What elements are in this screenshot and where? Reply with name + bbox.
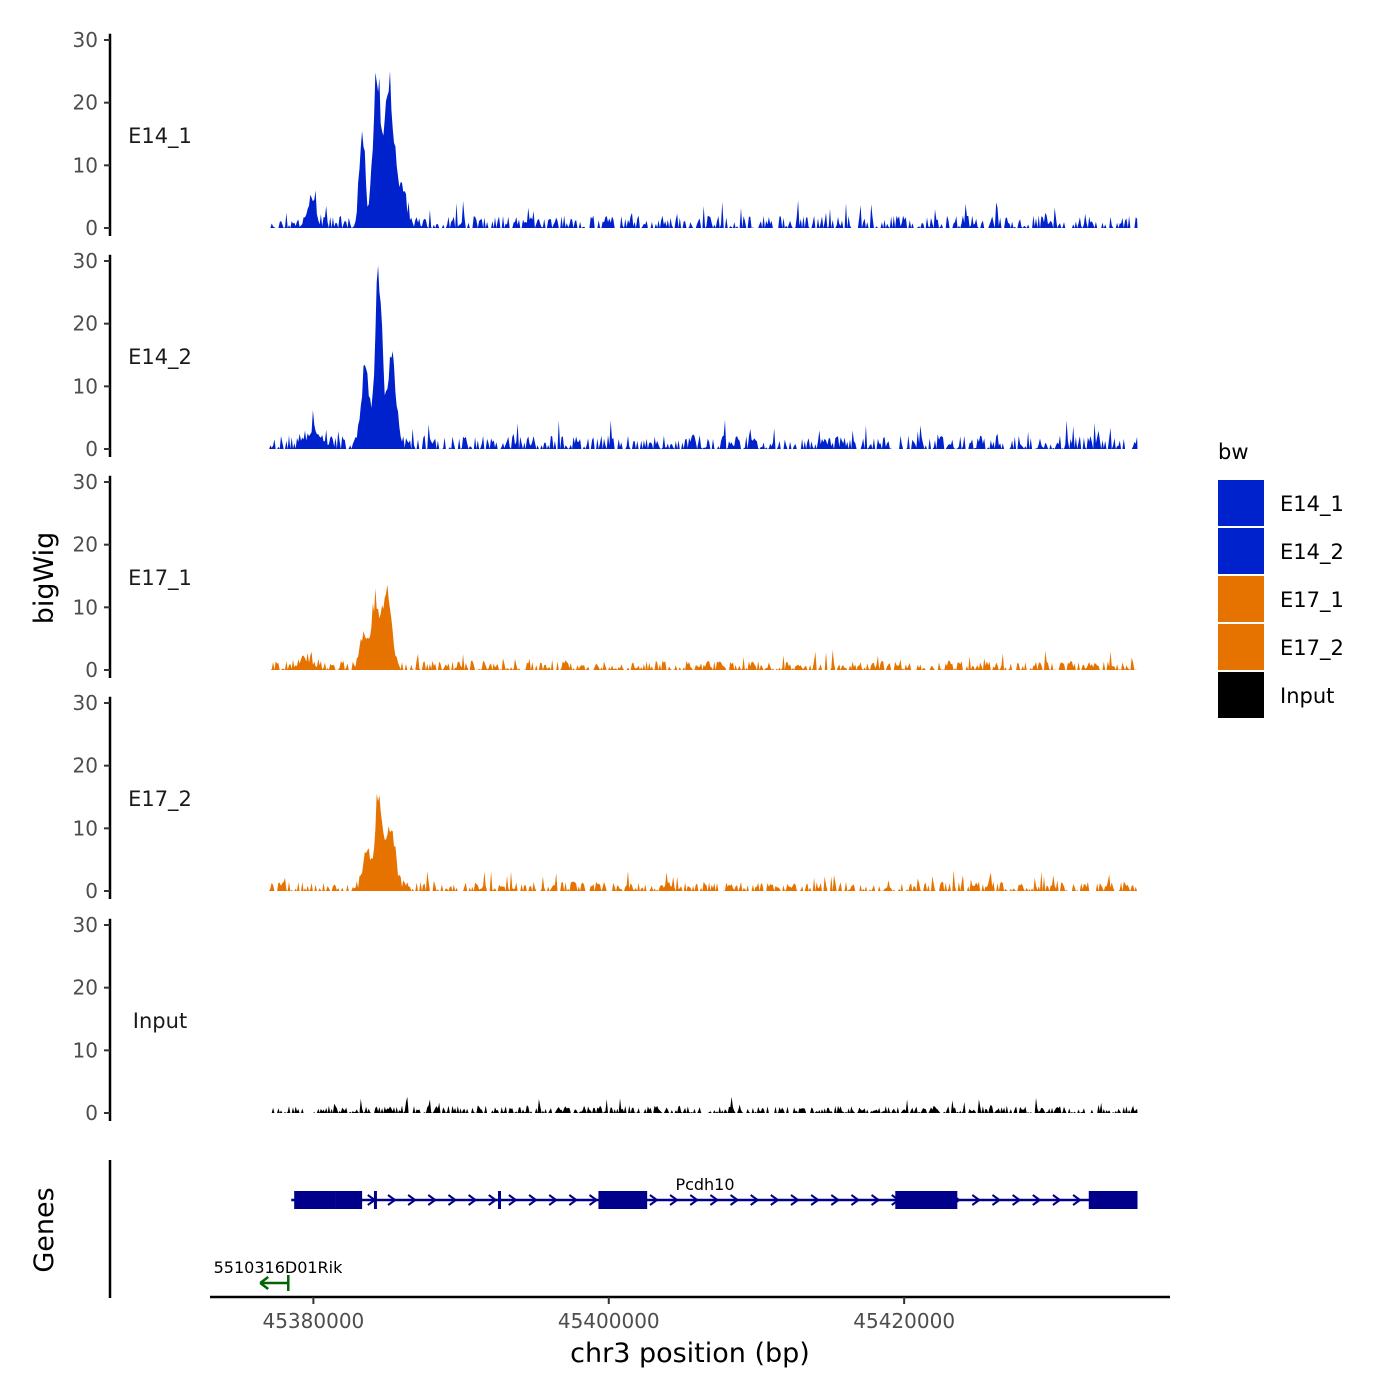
x-tick-label: 45380000 [262, 1309, 364, 1333]
gene-exon [1088, 1191, 1138, 1209]
signal-tracks: 0 10 20 30 E14_1 0 10 20 30 E14_2 0 10 20 30 E17_1 0 10 2… [73, 28, 1138, 1125]
legend-label: E17_1 [1280, 588, 1344, 613]
strand-arrow [971, 1194, 982, 1206]
y-tick-label: 0 [85, 1101, 98, 1125]
strand-arrow [1032, 1194, 1042, 1206]
strand-arrow [1012, 1194, 1022, 1206]
track-label: E17_2 [128, 787, 192, 812]
track-E17_2: 0 10 20 30 E17_2 [73, 691, 1138, 903]
track-label: E14_2 [128, 345, 192, 370]
y-tick-label: 30 [73, 28, 98, 52]
signal-area-Input [269, 1096, 1138, 1113]
y-tick-label: 20 [73, 976, 98, 1000]
legend-label: Input [1280, 684, 1334, 708]
y-tick-label: 10 [73, 374, 98, 398]
gene-annotation-panel: Pcdh10 5510316D01Rik [108, 1160, 1138, 1298]
y-tick-label: 10 [73, 153, 98, 177]
strand-arrow [709, 1194, 720, 1206]
y-axis-title: bigWig [29, 532, 60, 625]
strand-arrow [729, 1194, 740, 1206]
y-tick-label: 10 [73, 595, 98, 619]
legend-label: E14_1 [1280, 492, 1344, 517]
y-tick-label: 10 [73, 1038, 98, 1062]
legend-label: E14_2 [1280, 540, 1344, 565]
gene-5510316D01Rik: 5510316D01Rik [214, 1258, 344, 1291]
y-tick-label: 0 [85, 658, 98, 682]
y-tick-label: 20 [73, 533, 98, 557]
strand-arrow [387, 1194, 397, 1206]
track-label: E17_1 [128, 566, 192, 591]
y-tick-label: 10 [73, 816, 98, 840]
strand-arrow [689, 1194, 699, 1206]
strand-arrow [770, 1194, 780, 1206]
signal-area-E14_2 [269, 265, 1138, 449]
gene-label: Pcdh10 [675, 1175, 734, 1194]
strand-arrow [810, 1194, 820, 1206]
gene-exon [335, 1191, 363, 1209]
gene-exon [598, 1191, 648, 1209]
x-tick-label: 45420000 [853, 1309, 955, 1333]
legend-swatch-Input [1218, 672, 1264, 718]
gene-exon [373, 1191, 377, 1209]
legend-swatch-E14_2 [1218, 528, 1264, 574]
strand-arrow [447, 1194, 458, 1206]
gene-exon [294, 1191, 336, 1209]
strand-arrow [488, 1194, 498, 1206]
signal-area-E17_1 [269, 584, 1138, 670]
strand-arrow [850, 1194, 861, 1206]
x-axis-title: chr3 position (bp) [570, 1338, 810, 1369]
strand-arrow [1072, 1194, 1082, 1206]
gene-exon [498, 1191, 501, 1209]
y-tick-label: 20 [73, 91, 98, 115]
y-tick-label: 30 [73, 249, 98, 273]
strand-arrow [508, 1194, 518, 1206]
strand-arrow [427, 1194, 437, 1206]
strand-arrow [991, 1194, 1002, 1206]
y-tick-label: 0 [85, 437, 98, 461]
y-tick-label: 30 [73, 913, 98, 937]
legend-swatch-E14_1 [1218, 480, 1264, 526]
y-tick-label: 30 [73, 691, 98, 715]
y-tick-label: 20 [73, 312, 98, 336]
strand-arrow [407, 1194, 417, 1206]
gene-label: 5510316D01Rik [214, 1258, 344, 1277]
track-Input: 0 10 20 30 Input [73, 913, 1138, 1125]
strand-arrow [870, 1194, 881, 1206]
track-label: E14_1 [128, 124, 192, 149]
y-tick-label: 20 [73, 754, 98, 778]
track-E14_2: 0 10 20 30 E14_2 [73, 249, 1138, 461]
signal-area-E14_1 [269, 70, 1138, 229]
strand-arrow [588, 1194, 599, 1206]
legend-label: E17_2 [1280, 636, 1344, 661]
gene-exon [895, 1191, 958, 1209]
strand-arrow [649, 1194, 659, 1206]
gene-start-arrow [259, 1276, 269, 1290]
legend-title: bw [1218, 440, 1249, 464]
x-axis: 45380000 45400000 45420000 [210, 1295, 1170, 1333]
strand-arrow [790, 1194, 800, 1206]
gene-Pcdh10: Pcdh10 [291, 1175, 1138, 1209]
track-E14_1: 0 10 20 30 E14_1 [73, 28, 1138, 240]
strand-arrow [568, 1194, 579, 1206]
strand-arrow [528, 1194, 538, 1206]
track-E17_1: 0 10 20 30 E17_1 [73, 470, 1138, 682]
track-label: Input [133, 1009, 187, 1033]
signal-area-E17_2 [269, 793, 1138, 891]
strand-arrow [548, 1194, 558, 1206]
legend: bw E14_1 E14_2 E17_1 E17_2 Input [1218, 440, 1344, 718]
y-tick-label: 0 [85, 216, 98, 240]
y-tick-label: 0 [85, 879, 98, 903]
legend-swatch-E17_1 [1218, 576, 1264, 622]
y-tick-label: 30 [73, 470, 98, 494]
x-tick-label: 45400000 [558, 1309, 660, 1333]
legend-swatch-E17_2 [1218, 624, 1264, 670]
strand-arrow [1052, 1194, 1062, 1206]
strand-arrow [750, 1194, 760, 1206]
strand-arrow [669, 1194, 679, 1206]
genes-axis-title: Genes [29, 1187, 60, 1272]
strand-arrow [467, 1194, 478, 1206]
strand-arrow [830, 1194, 840, 1206]
